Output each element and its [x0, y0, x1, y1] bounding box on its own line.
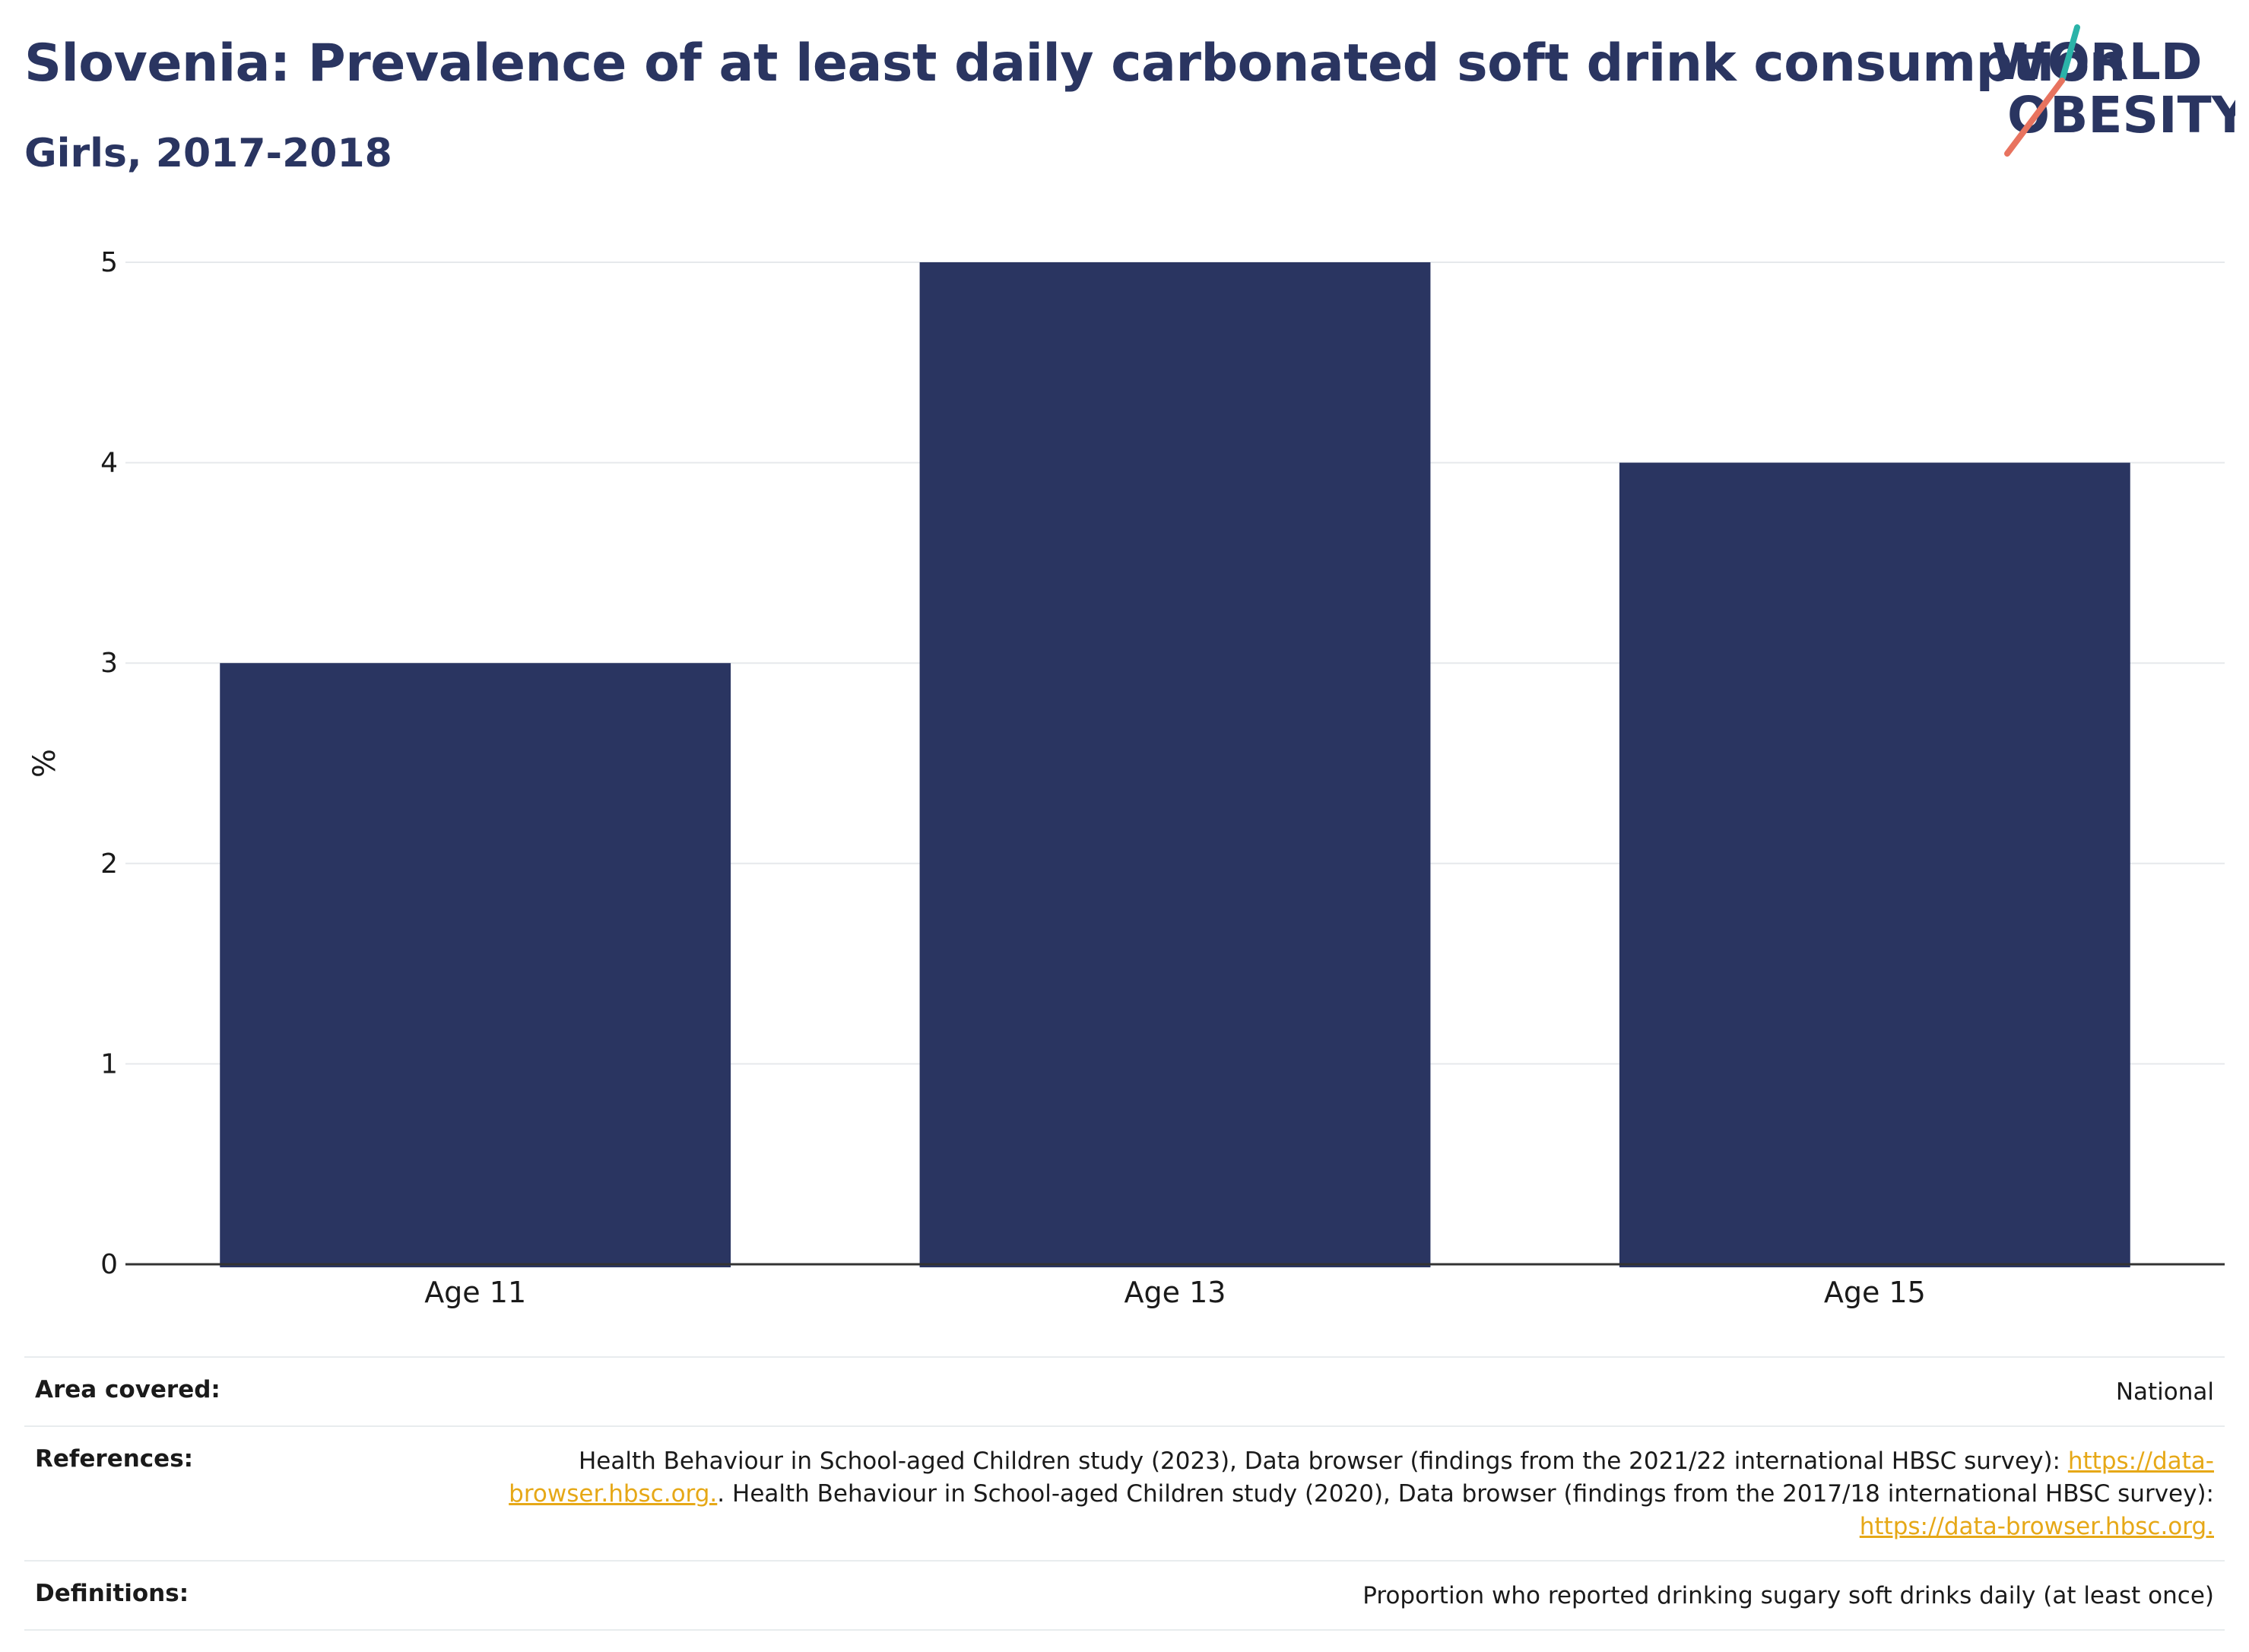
bar-chart: 0 1 2 3 4 5 Age 11 Age 13 Age 15%	[27, 247, 2225, 1309]
references-label: References:	[35, 1445, 194, 1473]
references-text-1: Health Behaviour in School-aged Children…	[579, 1447, 2060, 1475]
area-covered-row: Area covered: National	[24, 1356, 2225, 1425]
x-tick-label: Age 11	[424, 1276, 526, 1309]
x-tick-label: Age 15	[1824, 1276, 1926, 1309]
chart-subtitle: Girls, 2017-2018	[24, 131, 392, 176]
chart-title: Slovenia: Prevalence of at least daily c…	[24, 33, 2126, 94]
logo-word-world: WORLD	[1992, 33, 2203, 91]
y-tick-label: 1	[100, 1048, 118, 1080]
references-link-2[interactable]: https://data-browser.hbsc.org.	[1859, 1513, 2214, 1540]
logo-slash-coral	[2004, 78, 2065, 157]
metadata-table: Area covered: National References: Healt…	[24, 1356, 2225, 1631]
y-tick-label: 2	[100, 848, 118, 880]
definitions-value: Proportion who reported drinking sugary …	[1362, 1582, 2214, 1609]
area-covered-value: National	[2115, 1378, 2214, 1406]
logo-word-obesity: OBESITY	[2007, 86, 2235, 144]
references-value: Health Behaviour in School-aged Children…	[503, 1445, 2214, 1543]
bar	[220, 663, 731, 1267]
y-tick-label: 4	[100, 448, 118, 479]
x-tick-label: Age 13	[1124, 1276, 1226, 1309]
bar	[1619, 462, 2130, 1267]
bar	[919, 262, 1431, 1267]
references-text-2: . Health Behaviour in School-aged Childr…	[717, 1480, 2214, 1508]
area-covered-label: Area covered:	[35, 1376, 220, 1403]
y-tick-label: 5	[100, 247, 118, 278]
definitions-row: Definitions: Proportion who reported dri…	[24, 1560, 2225, 1631]
references-row: References: Health Behaviour in School-a…	[24, 1425, 2225, 1560]
world-obesity-logo: WORLD OBESITY	[1992, 24, 2235, 157]
y-tick-label: 0	[100, 1249, 118, 1280]
y-tick-label: 3	[100, 648, 118, 679]
references-link-1[interactable]: https://data-browser.hbsc.org.	[509, 1447, 2214, 1508]
y-axis-label: %	[27, 749, 62, 778]
definitions-label: Definitions:	[35, 1580, 189, 1607]
logo-slash-teal	[2059, 24, 2080, 84]
